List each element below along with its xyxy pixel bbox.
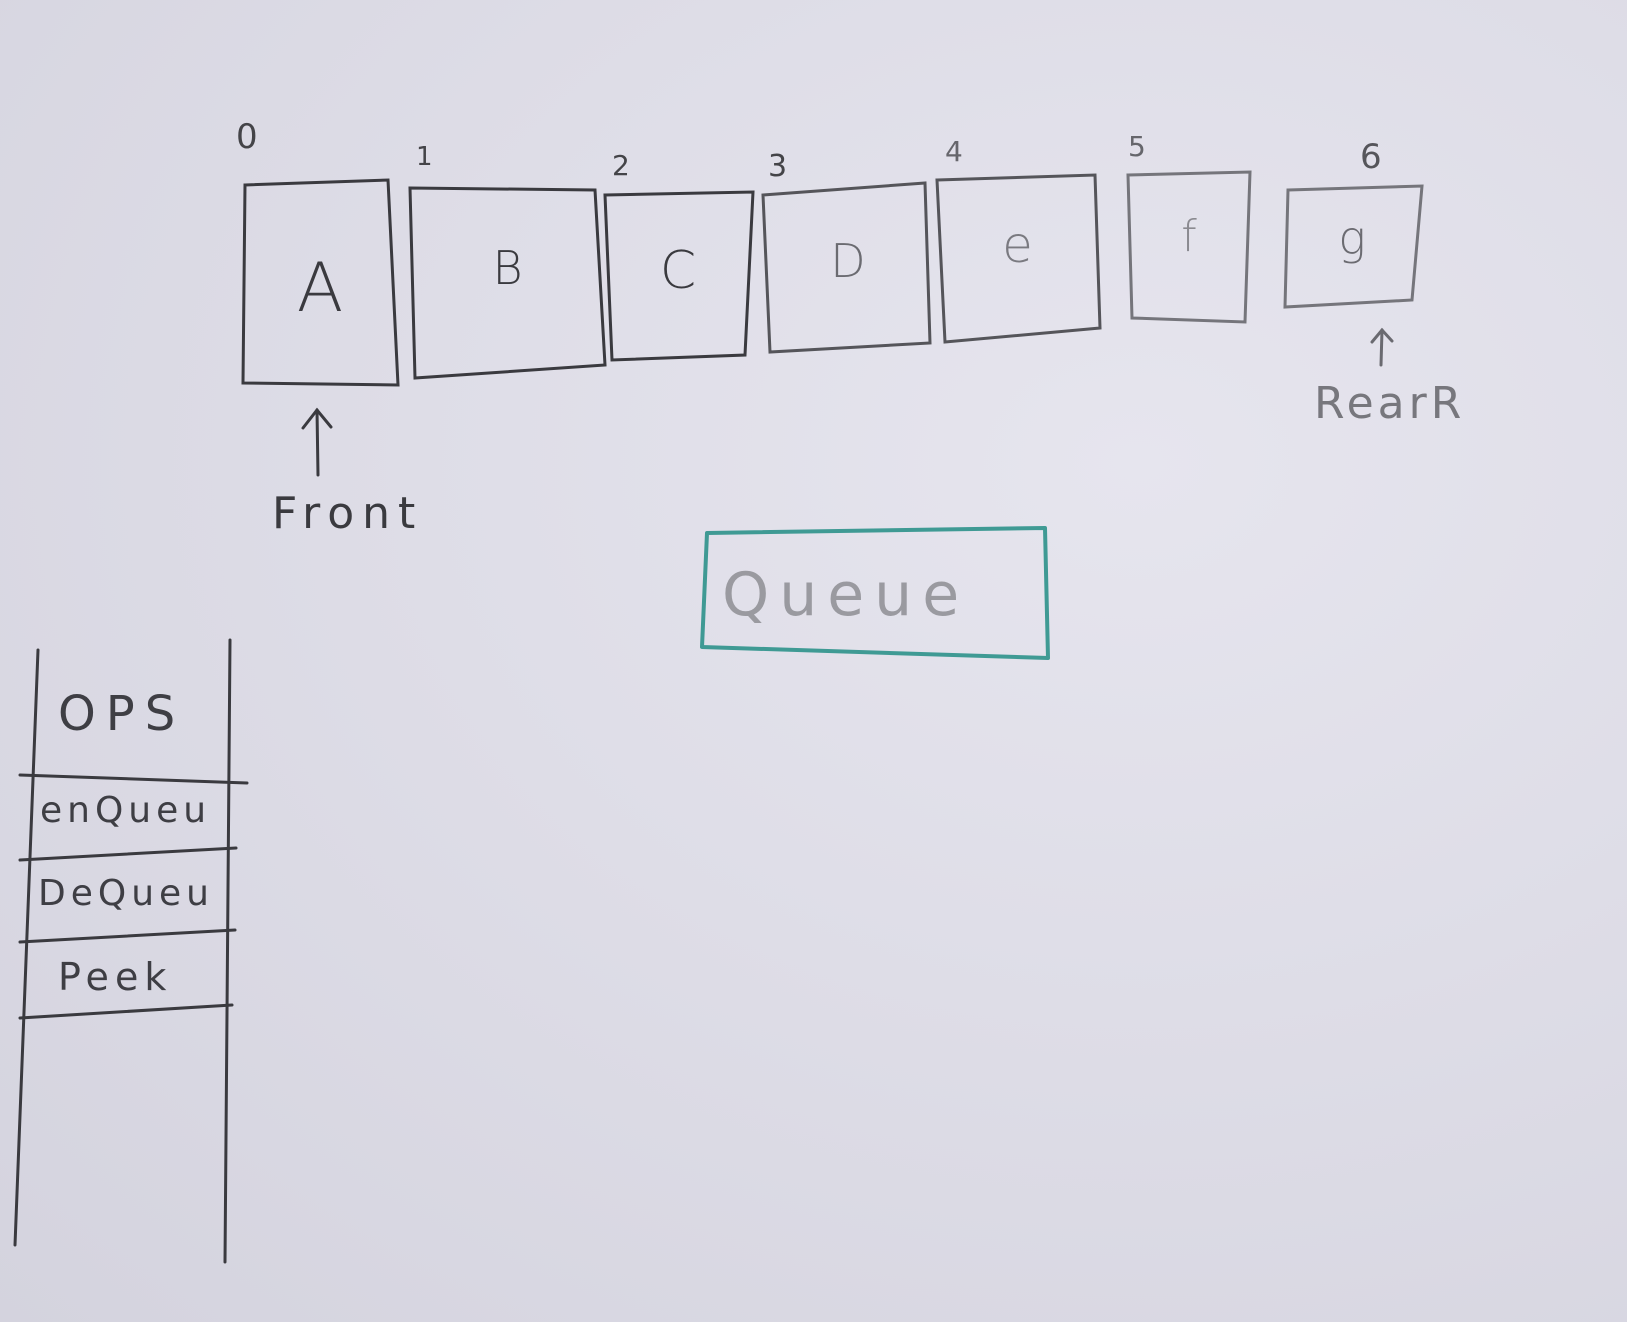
- index-3: 3: [768, 149, 788, 184]
- cell-value-5: f: [1181, 211, 1197, 262]
- index-0: 0: [236, 117, 258, 157]
- cell-value-2: C: [659, 241, 697, 301]
- cell-value-3: D: [830, 234, 866, 288]
- cell-box-5: [1126, 170, 1252, 324]
- index-1: 1: [416, 142, 433, 172]
- queue-title: Queue: [722, 560, 970, 630]
- ops-item-peek: Peek: [58, 955, 173, 999]
- cell-value-0: A: [296, 249, 344, 328]
- index-2: 2: [612, 149, 630, 182]
- ops-header: OPS: [58, 686, 186, 742]
- rear-label: RearR: [1314, 378, 1466, 429]
- cell-box-2: [603, 190, 755, 362]
- cell-box-4: [935, 173, 1102, 344]
- ops-table: [13, 638, 249, 1264]
- index-5: 5: [1128, 130, 1146, 163]
- ops-item-dequeue: DeQueu: [38, 873, 214, 914]
- cell-box-0: [241, 178, 400, 387]
- ops-item-enqueue: enQueu: [40, 790, 212, 831]
- queue-title-box: [700, 526, 1050, 660]
- cell-value-1: B: [492, 241, 523, 295]
- index-6: 6: [1360, 137, 1382, 177]
- front-arrow: [301, 407, 333, 477]
- cell-box-3: [761, 181, 932, 354]
- cell-box-6: [1283, 184, 1424, 309]
- cell-box-1: [408, 186, 607, 380]
- rear-arrow: [1370, 327, 1394, 367]
- cell-value-6: g: [1338, 211, 1366, 265]
- cell-value-4: e: [1002, 216, 1033, 274]
- front-label: Front: [272, 488, 424, 539]
- index-4: 4: [945, 135, 963, 168]
